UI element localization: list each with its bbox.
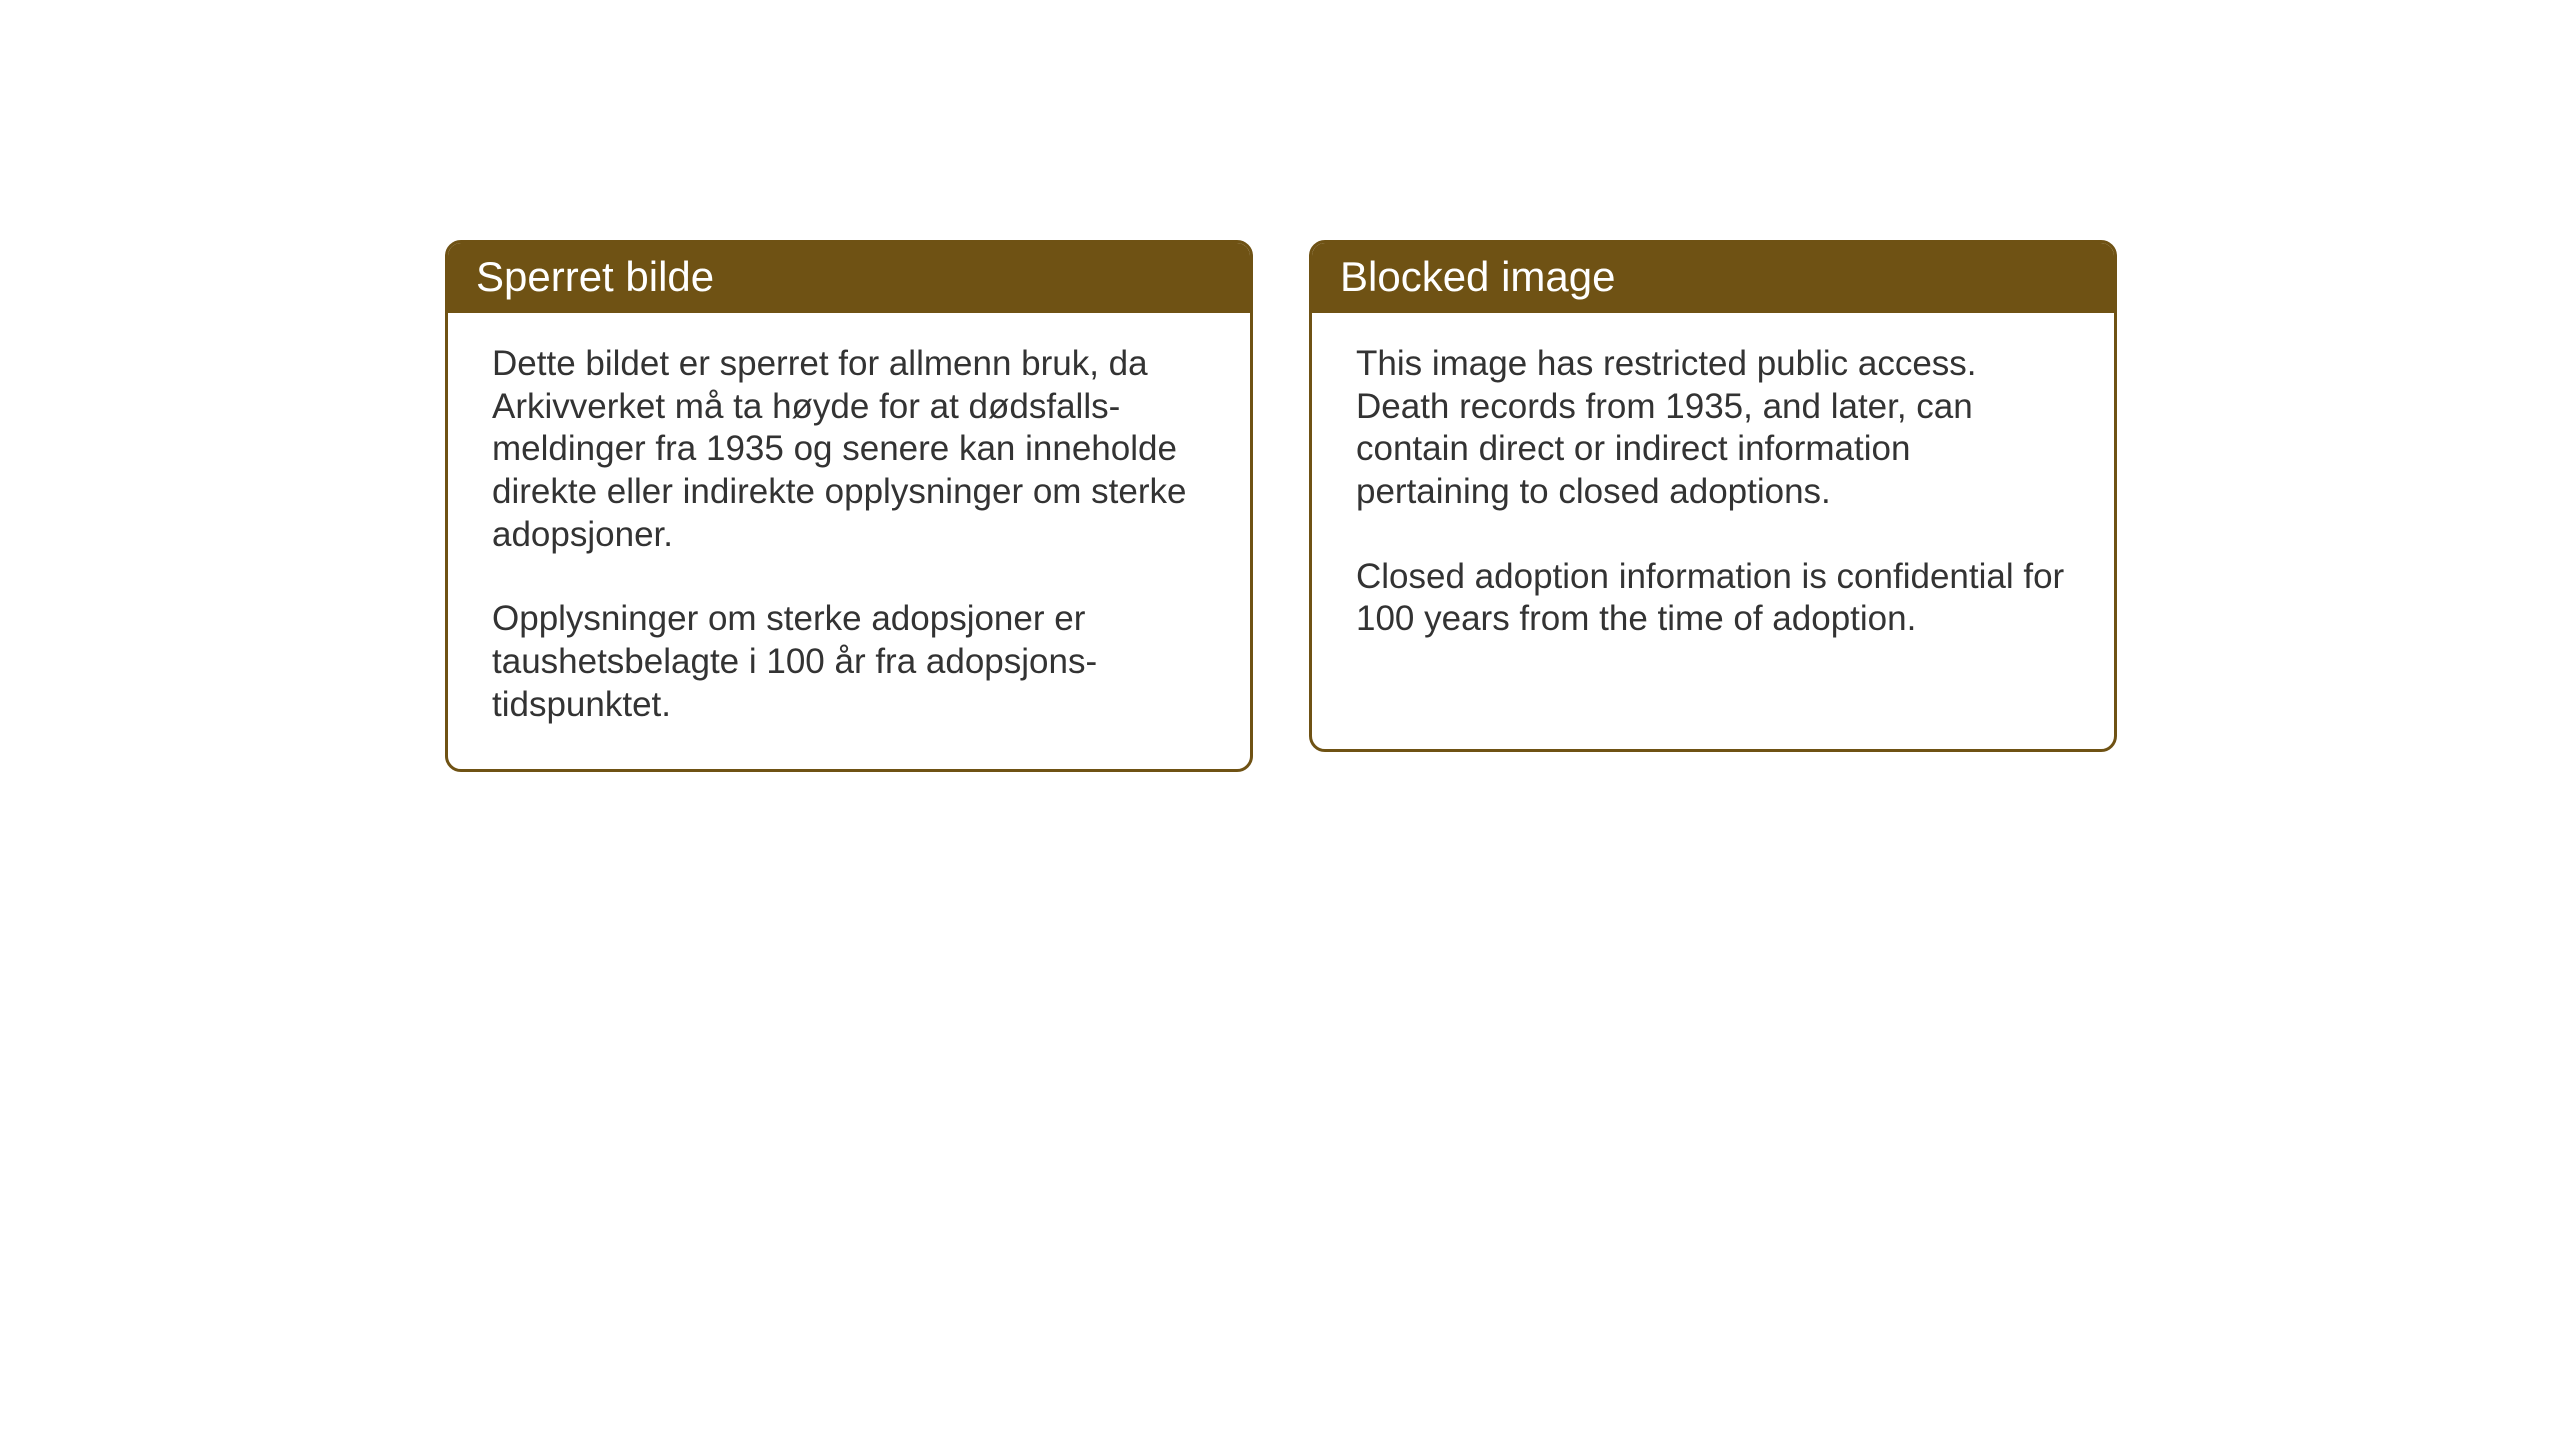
card-norwegian: Sperret bilde Dette bildet er sperret fo…: [445, 240, 1253, 772]
cards-container: Sperret bilde Dette bildet er sperret fo…: [445, 240, 2117, 772]
card-title-english: Blocked image: [1340, 253, 1615, 300]
card-header-norwegian: Sperret bilde: [448, 243, 1250, 313]
card-body-norwegian: Dette bildet er sperret for allmenn bruk…: [448, 313, 1250, 769]
card-paragraph-1-norwegian: Dette bildet er sperret for allmenn bruk…: [492, 343, 1206, 556]
card-english: Blocked image This image has restricted …: [1309, 240, 2117, 752]
card-body-english: This image has restricted public access.…: [1312, 313, 2114, 683]
card-title-norwegian: Sperret bilde: [476, 253, 714, 300]
card-paragraph-2-norwegian: Opplysninger om sterke adopsjoner er tau…: [492, 598, 1206, 726]
card-paragraph-1-english: This image has restricted public access.…: [1356, 343, 2070, 514]
card-paragraph-2-english: Closed adoption information is confident…: [1356, 556, 2070, 641]
card-header-english: Blocked image: [1312, 243, 2114, 313]
